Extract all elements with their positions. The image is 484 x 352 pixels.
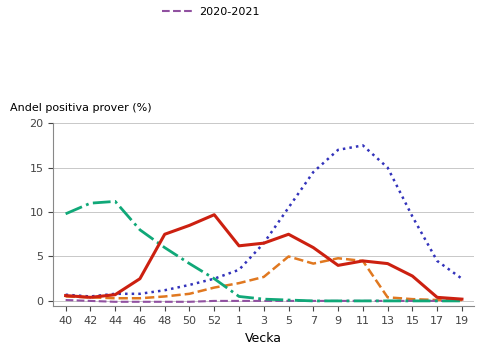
Legend: 2018-2019, 2019-2020, 2020-2021, 2021-2022, 2022-2023: 2018-2019, 2019-2020, 2020-2021, 2021-20… (162, 0, 365, 17)
Text: Andel positiva prover (%): Andel positiva prover (%) (10, 103, 151, 113)
X-axis label: Vecka: Vecka (245, 332, 282, 345)
